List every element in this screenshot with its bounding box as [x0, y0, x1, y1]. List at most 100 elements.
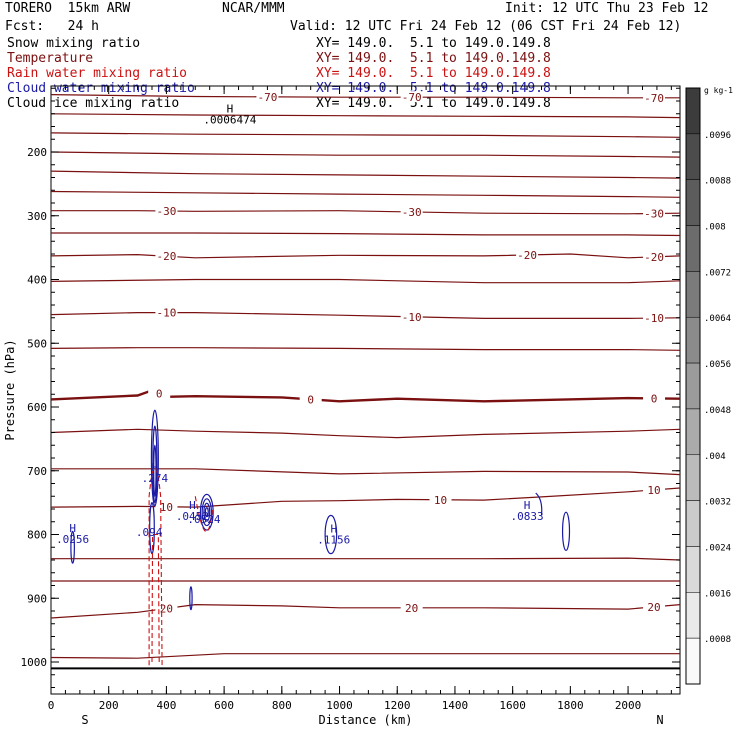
colorbar-tick-label: .0056 [704, 360, 731, 370]
cloud-water-contour-0 [150, 409, 159, 507]
temperature-label-bg [516, 248, 539, 260]
temperature-label: -20 [517, 249, 537, 262]
x-tick-label: 800 [272, 699, 292, 712]
temperature-contour-13 [50, 428, 681, 439]
temperature-label-bg [400, 205, 423, 217]
y-tick-label: 1000 [21, 656, 48, 669]
temperature-label-bg [400, 91, 423, 103]
valid-time: Valid: 12 UTC Fri 24 Feb 12 (06 CST Fri … [290, 19, 682, 34]
y-tick-label: 700 [27, 465, 47, 478]
cloud-water-contour-4 [199, 493, 214, 531]
extremum-value: .0006474 [203, 113, 256, 126]
colorbar-tick-label: .0096 [704, 131, 731, 141]
plot-frame [50, 85, 681, 695]
colorbar-swatch [685, 87, 701, 135]
x-tick-label: 1400 [442, 699, 469, 712]
colorbar-swatch [685, 637, 701, 685]
temperature-label: -30 [402, 206, 422, 219]
x-tick-label: 600 [214, 699, 234, 712]
x-tick-label: 200 [99, 699, 119, 712]
cloud-water-contour-6 [203, 502, 211, 522]
colorbar: .0096 .0088 .008 .0072 .0064 .0056 .0048 .004 .0… [685, 86, 733, 685]
temperature-label-bg [155, 250, 178, 262]
temperature-label-bg [299, 393, 322, 405]
colorbar-swatch [685, 546, 701, 593]
colorbar-tick-label: .0032 [704, 498, 731, 508]
plot-border [50, 85, 681, 695]
colorbar-tick-label: .0016 [704, 589, 731, 599]
south-label: S [81, 713, 88, 727]
x-tick-label: 1600 [499, 699, 526, 712]
temperature-label-bg [400, 601, 423, 613]
temperature-label: 20 [405, 602, 418, 615]
y-tick-label: 500 [27, 337, 47, 350]
temperature-label: 20 [647, 601, 660, 614]
temperature-label: -10 [644, 312, 664, 325]
temperature-label: -70 [257, 91, 277, 104]
extremum-value: .0256 [56, 533, 89, 546]
colorbar-swatch [685, 362, 701, 410]
y-tick-label: 600 [27, 401, 47, 414]
x-tick-label: 400 [156, 699, 176, 712]
temperature-label-bg [429, 493, 452, 505]
field-xy-snow: XY= 149.0. 5.1 to 149.0.149.8 [316, 36, 551, 51]
temperature-contour-18 [50, 603, 681, 619]
field-label-cloud: Cloud water mixing ratio [7, 81, 195, 96]
temperature-label-bg [643, 91, 666, 103]
extremum-symbol: H [69, 522, 76, 535]
temperature-contour-2 [50, 132, 681, 138]
temperature-contour-12 [50, 389, 681, 403]
temperature-label-bg [643, 600, 666, 612]
model-title: TORERO 15km ARW [5, 1, 131, 16]
field-xy-temperature: XY= 149.0. 5.1 to 149.0.149.8 [316, 51, 551, 66]
y-tick-label: 300 [27, 210, 47, 223]
temperature-label-bg [643, 483, 666, 495]
temperature-label: -10 [402, 311, 422, 324]
cloud-water-contour-10 [70, 530, 75, 564]
temperature-label-bg [643, 392, 666, 404]
colorbar-swatch [685, 592, 701, 639]
field-xy-rain: XY= 149.0. 5.1 to 149.0.149.8 [316, 66, 551, 81]
temperature-contour-14 [51, 468, 681, 476]
extremum-value: .0524 [187, 513, 220, 526]
temperature-contour-3 [50, 151, 681, 158]
x-axis-label: Distance (km) [319, 713, 413, 727]
temperature-contour-6 [51, 210, 681, 215]
extremum-symbol: H [524, 499, 531, 512]
colorbar-swatch [685, 454, 701, 501]
rain-water-contour-1 [151, 533, 160, 663]
y-tick-label: 800 [27, 529, 47, 542]
temperature-contour-4 [50, 170, 681, 179]
temperature-label: -30 [644, 208, 664, 221]
field-xy-cloud: XY= 149.0. 5.1 to 149.0.149.8 [316, 81, 551, 96]
colorbar-swatch [685, 179, 701, 226]
temperature-label-bg [155, 602, 178, 614]
extremum-value: .094 [136, 526, 163, 539]
extremum-value: .0452 [176, 510, 209, 523]
temperature-label-bg [400, 310, 423, 322]
colorbar-tick-label: .008 [704, 223, 726, 233]
y-tick-label: 200 [27, 146, 47, 159]
temperature-contour-10 [50, 312, 681, 319]
temperature-label: -70 [644, 92, 664, 105]
temperature-label: 20 [160, 602, 173, 615]
y-tick-label: 900 [27, 592, 47, 605]
x-tick-label: 1800 [557, 699, 584, 712]
extremum-symbol: H [152, 461, 159, 474]
colorbar-swatch [685, 500, 701, 547]
colorbar-tick-label: .0064 [704, 314, 731, 324]
extremum-symbol: H [227, 102, 234, 115]
temperature-label-bg [643, 312, 666, 324]
field-label-snow: Snow mixing ratio [7, 36, 141, 51]
cloud-water-contour-11 [189, 586, 193, 611]
colorbar-swatch [685, 408, 701, 456]
field-label-ice: Cloud ice mixing ratio [7, 96, 180, 111]
temperature-contour-7 [51, 232, 681, 237]
rain-water-contour-0 [148, 467, 163, 666]
temperature-label: 0 [307, 393, 314, 406]
cloud-water-arc [535, 492, 543, 516]
temperature-label-bg [155, 500, 178, 512]
cloud-water-contour-2 [153, 444, 157, 497]
temperature-label-bg [155, 306, 178, 318]
